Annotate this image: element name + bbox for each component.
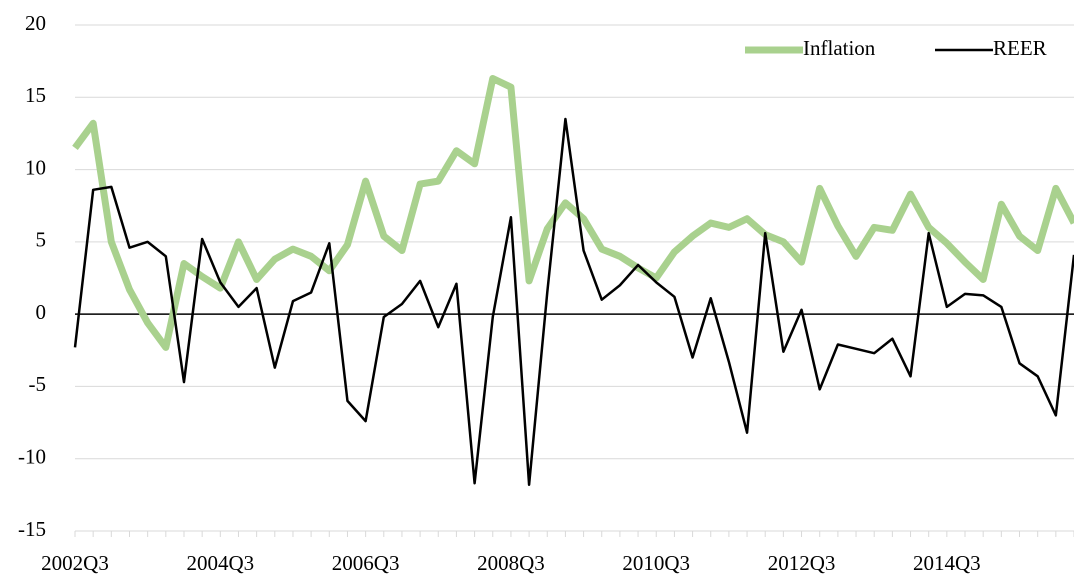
x-tick-label: 2014Q3: [913, 551, 981, 575]
series-line: [73, 117, 1074, 486]
series-line: [72, 74, 1074, 351]
y-tick-label: 10: [25, 155, 46, 179]
x-tick-label: 2002Q3: [41, 551, 109, 575]
x-tick-label: 2008Q3: [477, 551, 545, 575]
y-tick-label: -5: [29, 372, 47, 396]
y-tick-label: 15: [25, 83, 46, 107]
y-tick-label: 0: [36, 300, 47, 324]
y-tick-label: 20: [25, 11, 46, 35]
y-tick-label: 5: [36, 228, 47, 252]
x-tick-label: 2010Q3: [622, 551, 690, 575]
legend-label: REER: [993, 36, 1047, 60]
legend-label: Inflation: [803, 36, 876, 60]
y-tick-label: -10: [18, 445, 46, 469]
y-tick-label: -15: [18, 517, 46, 541]
x-tick-label: 2004Q3: [186, 551, 254, 575]
x-tick-label: 2012Q3: [768, 551, 836, 575]
x-tick-label: 2006Q3: [332, 551, 400, 575]
